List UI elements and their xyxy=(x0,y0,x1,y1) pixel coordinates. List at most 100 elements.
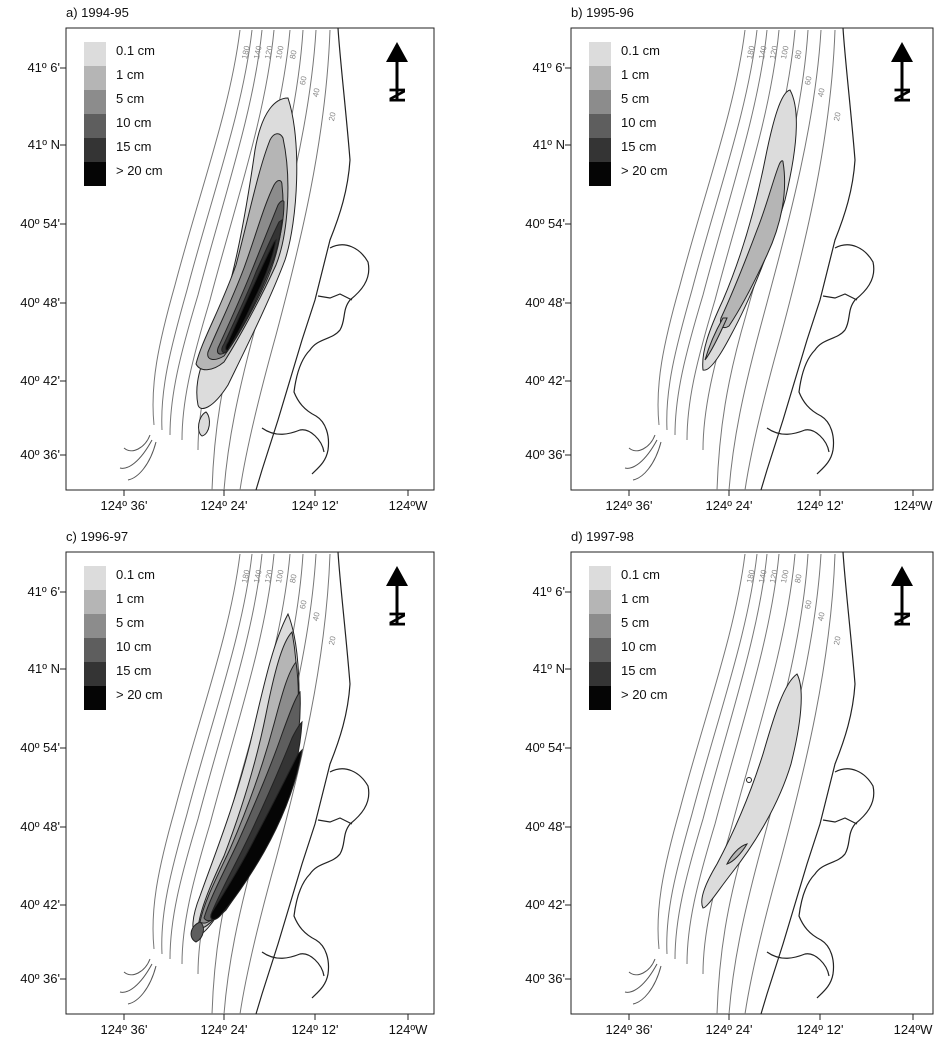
map-canvas: N xyxy=(60,551,435,1020)
lat-tick-label: 40º 54' xyxy=(20,216,60,231)
lon-tick-label: 124º 24' xyxy=(200,1022,248,1037)
isobaths xyxy=(657,29,836,491)
bay-channels xyxy=(119,434,157,481)
bay-channels xyxy=(119,958,157,1005)
depth-label: 60 xyxy=(298,599,309,610)
map-frame xyxy=(570,27,934,491)
lat-tick-label: 40º 48' xyxy=(20,295,60,310)
map-panel-c: N c) 1996-97 41º 6' 41º N 40º 54' 40º 48… xyxy=(0,524,470,1048)
depth-label: 20 xyxy=(327,635,338,646)
depth-label: 80 xyxy=(793,49,804,60)
legend-label: 0.1 cm xyxy=(116,43,156,58)
legend-label: 5 cm xyxy=(621,615,650,630)
map-frame xyxy=(570,551,934,1015)
north-arrow-icon: N xyxy=(890,566,915,627)
legend-label: 0.1 cm xyxy=(621,567,661,582)
legend-label: 10 cm xyxy=(116,639,152,654)
depth-label: 80 xyxy=(288,573,299,584)
legend-label: > 20 cm xyxy=(116,163,163,178)
lon-tick-label: 124º 12' xyxy=(291,1022,339,1037)
legend-label: 15 cm xyxy=(621,139,657,154)
legend-label: 1 cm xyxy=(621,591,650,606)
legend-swatch xyxy=(589,90,611,114)
svg-text:N: N xyxy=(890,87,915,103)
legend-swatch xyxy=(589,614,611,638)
legend-swatch xyxy=(84,162,106,186)
lon-tick-label: 124º 12' xyxy=(796,1022,844,1037)
lon-tick-label: 124º 36' xyxy=(100,498,148,513)
legend-swatch xyxy=(589,566,611,590)
depth-label: 60 xyxy=(803,75,814,86)
map-canvas: N xyxy=(565,551,934,1020)
lon-tick-label: 124º 36' xyxy=(605,498,653,513)
depth-label: 40 xyxy=(311,611,322,622)
coastline xyxy=(255,27,370,491)
lon-tick-label: 124ºW xyxy=(893,498,933,513)
legend-swatch xyxy=(84,590,106,614)
legend-swatch xyxy=(589,114,611,138)
legend-label: 15 cm xyxy=(116,139,152,154)
lat-tick-label: 40º 42' xyxy=(20,373,60,388)
legend-swatch xyxy=(84,686,106,710)
lon-tick-label: 124º 24' xyxy=(705,1022,753,1037)
legend-swatch xyxy=(84,566,106,590)
svg-text:N: N xyxy=(385,87,410,103)
map-canvas: N xyxy=(565,27,934,496)
coastline xyxy=(255,551,370,1015)
legend-label: > 20 cm xyxy=(116,687,163,702)
legend-swatch xyxy=(84,614,106,638)
depth-label: 80 xyxy=(793,573,804,584)
lon-tick-label: 124º 24' xyxy=(705,498,753,513)
legend-label: 0.1 cm xyxy=(116,567,156,582)
map-panel-b: N b) 1995-96 41º 6' 41º N 40º 54' 40º 48… xyxy=(505,0,940,524)
legend-swatch xyxy=(589,590,611,614)
legend-label: > 20 cm xyxy=(621,687,668,702)
legend-swatch xyxy=(84,638,106,662)
legend-label: 1 cm xyxy=(621,67,650,82)
lat-tick-label: 41º N xyxy=(532,661,565,676)
depth-label: 80 xyxy=(288,49,299,60)
map-frame xyxy=(65,27,435,491)
legend-swatch xyxy=(84,662,106,686)
legend-label: 1 cm xyxy=(116,591,145,606)
legend-swatch xyxy=(84,114,106,138)
map-panel-a: N a) 1994-95 41º 6' 41º N 40º 54' 40º 48… xyxy=(0,0,470,524)
legend-label: 5 cm xyxy=(116,615,145,630)
legend-label: 5 cm xyxy=(621,91,650,106)
legend-label: 10 cm xyxy=(621,115,657,130)
lat-tick-label: 40º 36' xyxy=(525,971,565,986)
lat-tick-label: 40º 42' xyxy=(20,897,60,912)
lat-tick-label: 40º 54' xyxy=(525,740,565,755)
depth-label: 60 xyxy=(803,599,814,610)
svg-text:N: N xyxy=(385,611,410,627)
lat-tick-label: 41º 6' xyxy=(27,60,60,75)
legend-swatch xyxy=(84,66,106,90)
lat-tick-label: 40º 36' xyxy=(525,447,565,462)
depth-label: 40 xyxy=(311,87,322,98)
depth-label: 20 xyxy=(832,111,843,122)
lon-tick-label: 124ºW xyxy=(388,498,428,513)
legend-swatch xyxy=(589,138,611,162)
lat-tick-label: 40º 54' xyxy=(525,216,565,231)
lat-tick-label: 40º 54' xyxy=(20,740,60,755)
lon-tick-label: 124ºW xyxy=(893,1022,933,1037)
legend-swatch xyxy=(84,90,106,114)
coastline xyxy=(760,551,875,1015)
panel-title: b) 1995-96 xyxy=(571,5,634,20)
bay-channels xyxy=(624,958,662,1005)
lat-tick-label: 41º N xyxy=(532,137,565,152)
svg-text:N: N xyxy=(890,611,915,627)
legend-label: 15 cm xyxy=(621,663,657,678)
lat-tick-label: 41º N xyxy=(27,137,60,152)
legend-label: 0.1 cm xyxy=(621,43,661,58)
depth-label: 40 xyxy=(816,611,827,622)
legend-swatch xyxy=(84,42,106,66)
legend-label: 5 cm xyxy=(116,91,145,106)
legend-swatch xyxy=(589,42,611,66)
map-panel-d: N d) 1997-98 41º 6' 41º N 40º 54' 40º 48… xyxy=(505,524,940,1048)
lat-tick-label: 40º 48' xyxy=(525,819,565,834)
deposit-contours xyxy=(701,673,802,909)
legend-swatch xyxy=(589,662,611,686)
legend-swatch xyxy=(589,686,611,710)
legend-label: 10 cm xyxy=(116,115,152,130)
